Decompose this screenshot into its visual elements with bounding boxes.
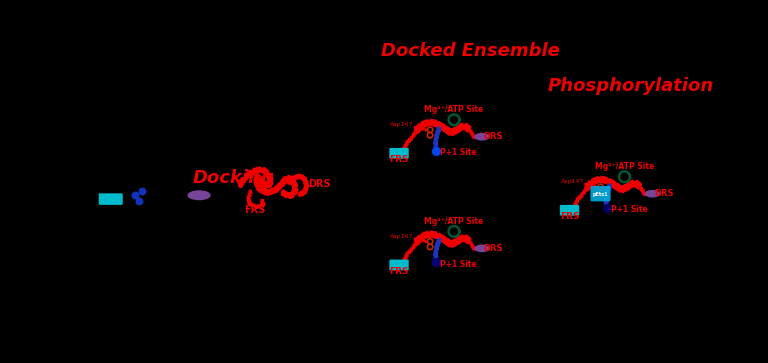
Text: FRS: FRS [389, 155, 409, 164]
Ellipse shape [474, 133, 490, 140]
Text: P+1 Site: P+1 Site [440, 260, 477, 269]
FancyBboxPatch shape [389, 148, 409, 159]
FancyBboxPatch shape [389, 260, 409, 270]
FancyBboxPatch shape [99, 193, 123, 205]
Ellipse shape [644, 190, 660, 197]
Ellipse shape [187, 190, 210, 200]
Point [136, 188, 148, 194]
Text: DRS: DRS [308, 179, 331, 189]
Text: P+1 Site: P+1 Site [440, 148, 477, 157]
Text: DRS: DRS [484, 244, 503, 253]
Text: pEts1: pEts1 [593, 192, 608, 197]
Text: P+1 Site: P+1 Site [611, 205, 647, 214]
Text: DRS: DRS [654, 189, 674, 198]
Point [601, 205, 613, 211]
Text: Docking: Docking [193, 169, 275, 187]
Text: Asp147: Asp147 [390, 233, 414, 238]
Text: Asp147: Asp147 [390, 122, 414, 127]
Text: Phosphorylation: Phosphorylation [548, 77, 714, 95]
Point [430, 259, 442, 265]
Ellipse shape [474, 245, 490, 252]
Point [430, 148, 442, 154]
Text: DRS: DRS [484, 132, 503, 141]
Text: Mg²⁺/ATP Site: Mg²⁺/ATP Site [595, 162, 654, 171]
FancyBboxPatch shape [560, 205, 579, 216]
Text: Mg²⁺/ATP Site: Mg²⁺/ATP Site [425, 105, 484, 114]
Text: FRS: FRS [560, 212, 579, 221]
Point [133, 198, 145, 204]
Text: FRS: FRS [244, 205, 266, 215]
FancyBboxPatch shape [591, 186, 611, 201]
Text: Docked Ensemble: Docked Ensemble [381, 42, 560, 60]
Point [128, 192, 141, 198]
Text: Asp147: Asp147 [561, 179, 584, 184]
Text: FRS: FRS [389, 267, 409, 276]
Text: Mg²⁺/ATP Site: Mg²⁺/ATP Site [425, 217, 484, 226]
